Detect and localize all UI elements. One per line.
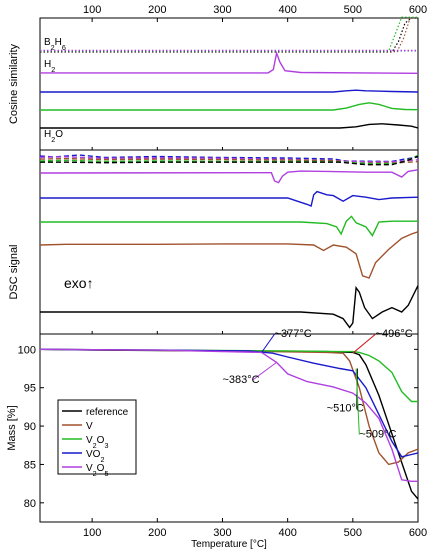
group-label-h2o: H2O xyxy=(44,129,63,144)
annotation-label: ~509°C xyxy=(359,429,396,441)
legend-entry-label: VO2 xyxy=(86,449,104,464)
dsc-exo-annotation: exo↑ xyxy=(64,275,94,291)
annotation-label: ~510°C xyxy=(327,403,364,415)
x-tick-label-bottom: 400 xyxy=(278,527,296,539)
b2h6-series-line xyxy=(40,16,418,52)
mass-series-line xyxy=(39,348,418,403)
h2o-series-line xyxy=(40,155,419,166)
h2o-series-line xyxy=(39,157,419,164)
annotation-arrow xyxy=(261,333,276,353)
legend-entry-label: V2O3 xyxy=(86,435,108,450)
group-label-h2: H2 xyxy=(44,59,55,74)
y-axis-label-dsc: DSC signal xyxy=(8,244,20,299)
annotation-label: ~383°C xyxy=(222,374,259,386)
legend-entry-label: reference xyxy=(86,407,129,418)
x-tick-label-bottom: 500 xyxy=(344,527,362,539)
x-tick-label-bottom: 300 xyxy=(213,527,231,539)
y-tick-label-mass: 90 xyxy=(24,421,36,433)
y-tick-label-mass: 100 xyxy=(18,344,36,356)
h2-series-line xyxy=(40,89,419,93)
dsc-series-line xyxy=(40,285,419,329)
y-tick-label-mass: 85 xyxy=(24,459,36,471)
dsc-series-line xyxy=(39,231,419,279)
h2-series-line xyxy=(40,102,419,111)
dsc-series-line xyxy=(40,190,419,207)
y-tick-label-mass: 80 xyxy=(24,498,36,510)
y-tick-label-mass: 95 xyxy=(24,383,36,395)
mass-series-line xyxy=(39,348,419,458)
group-label-b2h6: B2H6 xyxy=(44,37,66,52)
x-axis-label: Temperature [°C] xyxy=(191,539,267,550)
x-tick-label-bottom: 200 xyxy=(148,527,166,539)
plot-frame xyxy=(39,17,419,523)
mass-series-line xyxy=(39,348,419,466)
y-axis-label-mass: Mass [%] xyxy=(6,405,18,450)
x-tick-label-top: 500 xyxy=(344,4,362,16)
y-axis-label-cosine: Cosine similarity xyxy=(8,43,20,124)
legend-entry-label: V xyxy=(86,421,93,432)
annotation-arrow xyxy=(352,333,376,354)
legend-entry-label: V2O5 xyxy=(86,463,108,478)
mass-series-line xyxy=(39,348,418,482)
dsc-series-line xyxy=(40,215,418,237)
h2-series-line xyxy=(40,123,419,129)
h2o-series-line xyxy=(39,156,419,163)
b2h6-series-line xyxy=(40,17,418,53)
annotation-label: ~377°C xyxy=(275,328,312,340)
dsc-series-line xyxy=(39,169,419,184)
annotation-arrow xyxy=(252,361,277,381)
h2-series-line xyxy=(40,50,419,74)
x-tick-label-bottom: 600 xyxy=(409,527,427,539)
x-tick-label-bottom: 100 xyxy=(83,527,101,539)
x-tick-label-top: 600 xyxy=(409,4,427,16)
x-tick-label-top: 300 xyxy=(213,4,231,16)
x-tick-label-top: 100 xyxy=(83,4,101,16)
legend-box xyxy=(57,399,137,475)
b2h6-series-line xyxy=(40,17,418,53)
annotation-arrow xyxy=(355,368,360,435)
x-tick-label-top: 200 xyxy=(148,4,166,16)
annotation-label: ~496°C xyxy=(376,328,413,340)
x-tick-label-top: 400 xyxy=(278,4,296,16)
